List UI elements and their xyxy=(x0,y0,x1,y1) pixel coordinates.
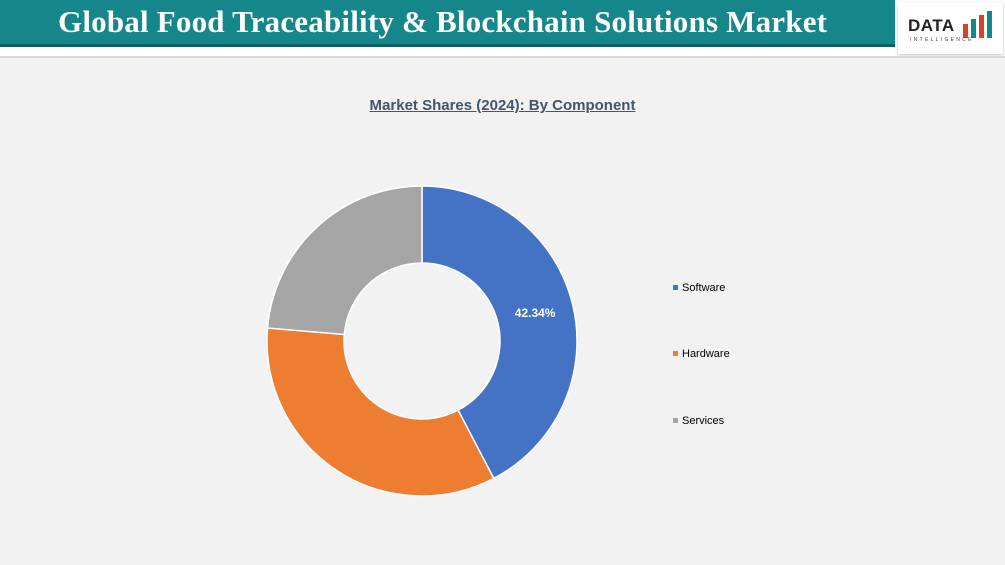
chart-title: Market Shares (2024): By Component xyxy=(369,97,636,114)
slice-services xyxy=(266,185,423,336)
legend-item-hardware: Hardware xyxy=(673,348,730,360)
header-divider xyxy=(0,56,1005,58)
logo-text: DATA xyxy=(908,16,955,35)
legend-label: Software xyxy=(682,282,726,294)
legend-swatch xyxy=(673,417,678,423)
legend-swatch xyxy=(673,284,678,290)
legend-swatch xyxy=(673,350,678,356)
slice-software xyxy=(421,185,578,480)
logo: DATA INTELLIGENCE xyxy=(898,2,1003,54)
legend-label: Hardware xyxy=(682,348,730,360)
data-label-software: 42.34% xyxy=(515,306,556,320)
title-banner: Global Food Traceability & Blockchain So… xyxy=(0,0,895,47)
header-bar: Global Food Traceability & Blockchain So… xyxy=(0,0,1005,56)
page-title: Global Food Traceability & Blockchain So… xyxy=(58,4,828,39)
legend-item-software: Software xyxy=(673,282,725,294)
legend-label: Services xyxy=(682,415,725,427)
legend-item-services: Services xyxy=(673,415,724,427)
logo-subtext: INTELLIGENCE xyxy=(910,37,974,43)
logo-bars-icon xyxy=(963,11,992,38)
slice-hardware xyxy=(266,327,495,497)
